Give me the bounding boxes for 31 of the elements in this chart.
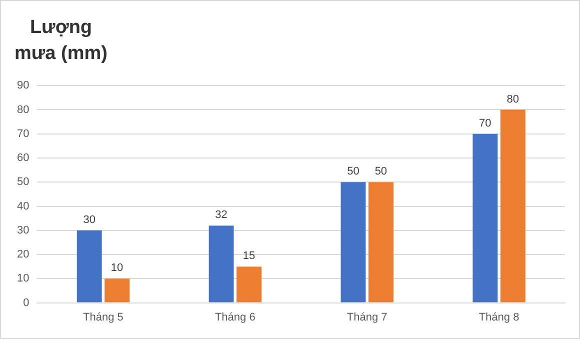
- data-label: 15: [242, 250, 256, 262]
- bar: [340, 182, 366, 302]
- data-label: 10: [110, 262, 124, 274]
- y-tick-label: 0: [23, 296, 30, 309]
- bar: [208, 226, 234, 302]
- y-axis-title: Lượng mưa (mm): [14, 16, 108, 66]
- x-tick-label: Tháng 7: [346, 311, 388, 324]
- bar: [76, 230, 102, 302]
- bar: [104, 278, 130, 302]
- bar: [500, 110, 526, 302]
- data-label: 32: [215, 209, 228, 222]
- x-tick-label: Tháng 5: [83, 311, 124, 324]
- y-tick-label: 80: [16, 104, 30, 116]
- y-tick-label: 30: [16, 224, 30, 236]
- y-tick-label: 60: [16, 152, 30, 164]
- y-tick-label: 10: [16, 272, 30, 285]
- y-tick-label: 70: [16, 128, 30, 140]
- y-tick-label: 20: [16, 248, 30, 261]
- data-label: 70: [479, 117, 492, 130]
- x-tick-label: Tháng 6: [214, 311, 256, 324]
- y-tick-label: 50: [16, 176, 30, 188]
- x-tick-label: Tháng 8: [478, 311, 520, 324]
- y-tick-label: 90: [16, 80, 30, 92]
- data-label: 50: [347, 166, 360, 178]
- bar: [236, 266, 262, 302]
- data-label: 30: [83, 214, 96, 226]
- data-label: 50: [374, 166, 388, 178]
- bar: [368, 182, 394, 302]
- data-label: 80: [506, 93, 520, 106]
- y-tick-label: 40: [16, 200, 30, 212]
- bar: [472, 134, 498, 302]
